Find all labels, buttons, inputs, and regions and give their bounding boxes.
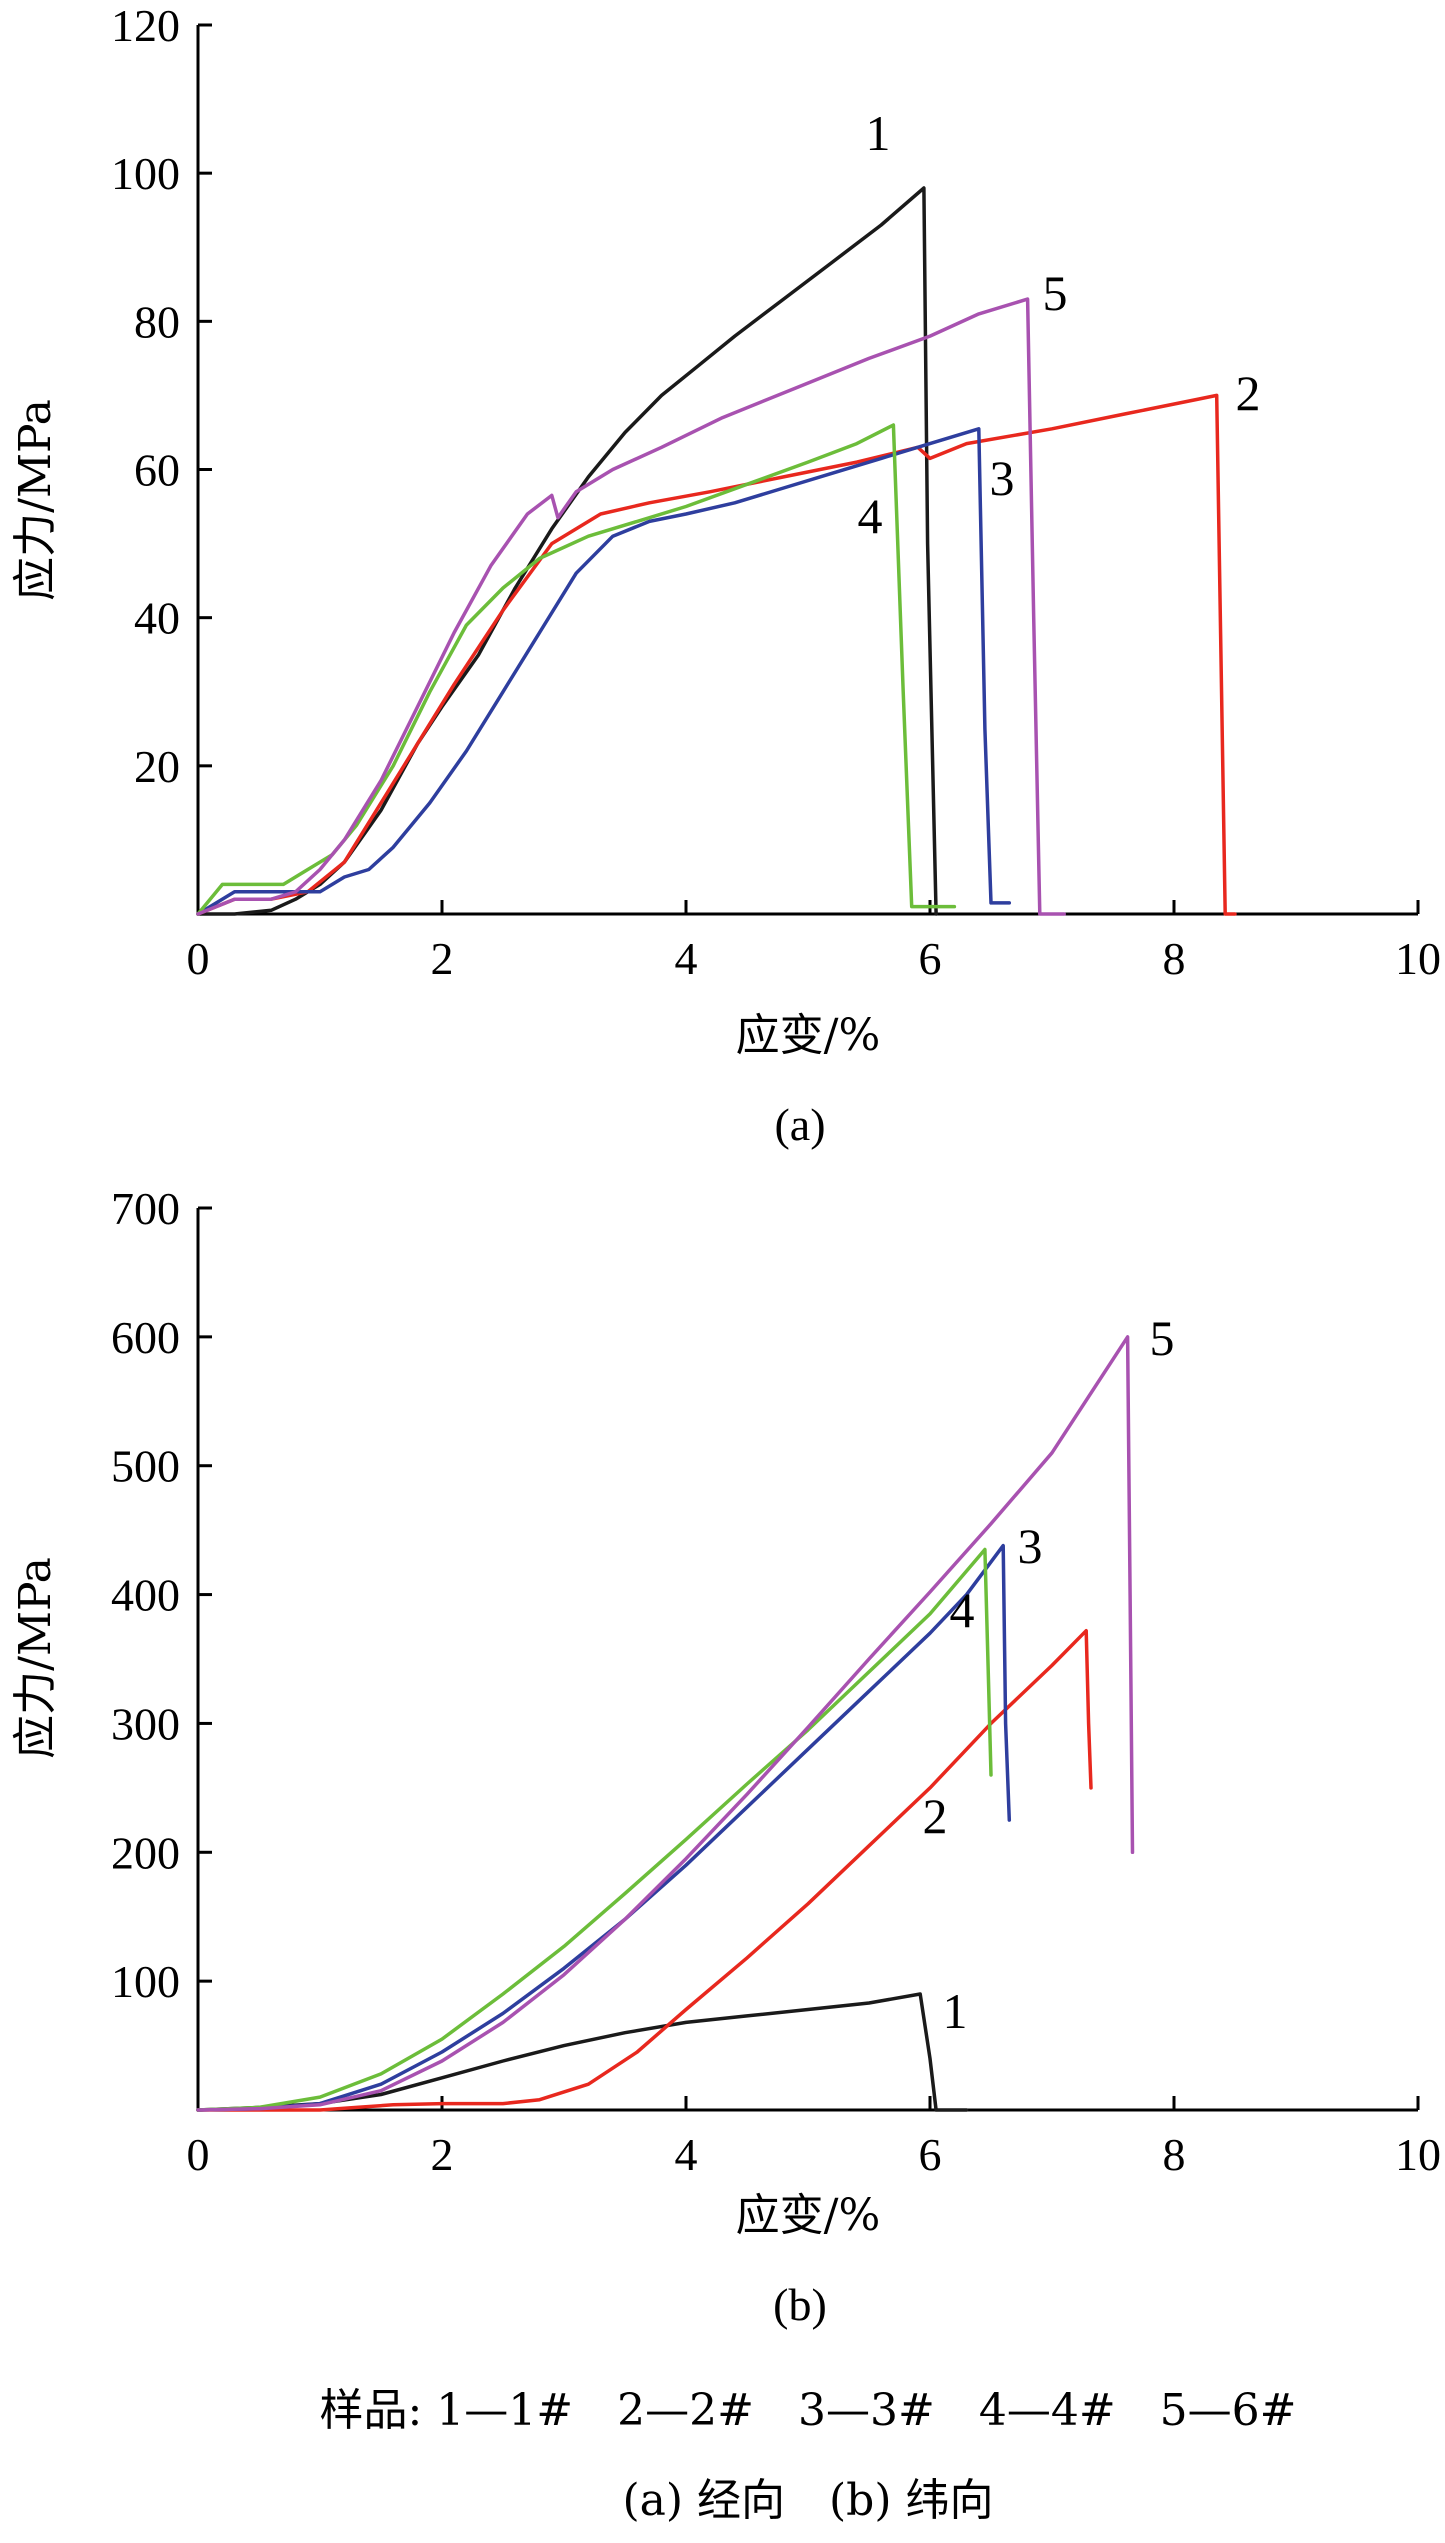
curve-label-1: 1 <box>866 105 891 161</box>
x-tick-label: 8 <box>1163 2129 1186 2180</box>
x-tick-label: 10 <box>1395 2129 1441 2180</box>
x-tick-label: 6 <box>919 2129 942 2180</box>
panel-a-label: (a) <box>774 1099 825 1150</box>
x-tick-label: 4 <box>675 2129 698 2180</box>
curve-label-2: 2 <box>923 1788 948 1844</box>
series-2-line <box>196 393 1237 916</box>
y-tick-label: 100 <box>111 148 180 199</box>
x-tick-label: 10 <box>1395 933 1441 984</box>
panel-b-xlabel: 应变/% <box>736 2190 881 2241</box>
x-tick-label: 2 <box>431 933 454 984</box>
y-tick-label: 120 <box>111 0 180 51</box>
panel-a-curve-labels: 1 2 3 4 5 <box>858 105 1261 544</box>
series-4-line <box>196 423 957 916</box>
series-2-line <box>196 1628 1093 2112</box>
y-tick-label: 40 <box>134 593 180 644</box>
curve-label-1: 1 <box>943 1983 968 2039</box>
panel-b-ylabel: 应力/MPa <box>10 1557 61 1759</box>
panel-b-series <box>196 1335 1135 2112</box>
series-5-line <box>196 297 1066 916</box>
curve-label-4: 4 <box>858 488 883 544</box>
curve-label-3: 3 <box>990 450 1015 506</box>
y-tick-label: 600 <box>111 1312 180 1363</box>
x-tick-label: 0 <box>187 933 210 984</box>
panel-a-axes: 0 2 4 6 8 10 20 40 60 80 100 120 <box>111 0 1441 984</box>
curve-label-5: 5 <box>1043 265 1068 321</box>
panel-b-axes: 0 2 4 6 8 10 100 200 300 400 500 600 700 <box>111 1183 1441 2180</box>
panel-a-xlabel: 应变/% <box>736 1010 881 1061</box>
curve-label-4: 4 <box>950 1582 975 1638</box>
x-tick-label: 6 <box>919 933 942 984</box>
series-1-line <box>196 1992 969 2112</box>
y-tick-label: 300 <box>111 1698 180 1749</box>
y-tick-label: 200 <box>111 1827 180 1878</box>
panel-legend: (a) 经向 (b) 纬向 <box>622 2475 993 2526</box>
y-tick-label: 80 <box>134 296 180 347</box>
curve-label-5: 5 <box>1150 1310 1175 1366</box>
y-tick-label: 400 <box>111 1570 180 1621</box>
y-tick-label: 700 <box>111 1183 180 1234</box>
curve-label-3: 3 <box>1018 1518 1043 1574</box>
y-tick-label: 60 <box>134 445 180 496</box>
x-tick-label: 4 <box>675 933 698 984</box>
series-1-line <box>196 186 938 916</box>
panel-a-ylabel: 应力/MPa <box>10 399 61 601</box>
panel-a-series <box>196 186 1237 916</box>
y-tick-label: 500 <box>111 1441 180 1492</box>
x-tick-label: 8 <box>1163 933 1186 984</box>
series-4-line <box>196 1547 993 2112</box>
series-5-line <box>196 1335 1135 2112</box>
curve-label-2: 2 <box>1236 365 1261 421</box>
x-tick-label: 2 <box>431 2129 454 2180</box>
y-tick-label: 20 <box>134 741 180 792</box>
panel-b-curve-labels: 1 2 34 5 <box>923 1310 1175 2039</box>
series-3-line <box>196 427 1012 916</box>
y-tick-label: 100 <box>111 1956 180 2007</box>
x-tick-label: 0 <box>187 2129 210 2180</box>
panel-b-label: (b) <box>773 2279 827 2330</box>
series-3-line <box>196 1543 1012 2112</box>
sample-legend: 样品: 1—1# 2—2# 3—3# 4—4# 5—6# <box>319 2385 1296 2436</box>
